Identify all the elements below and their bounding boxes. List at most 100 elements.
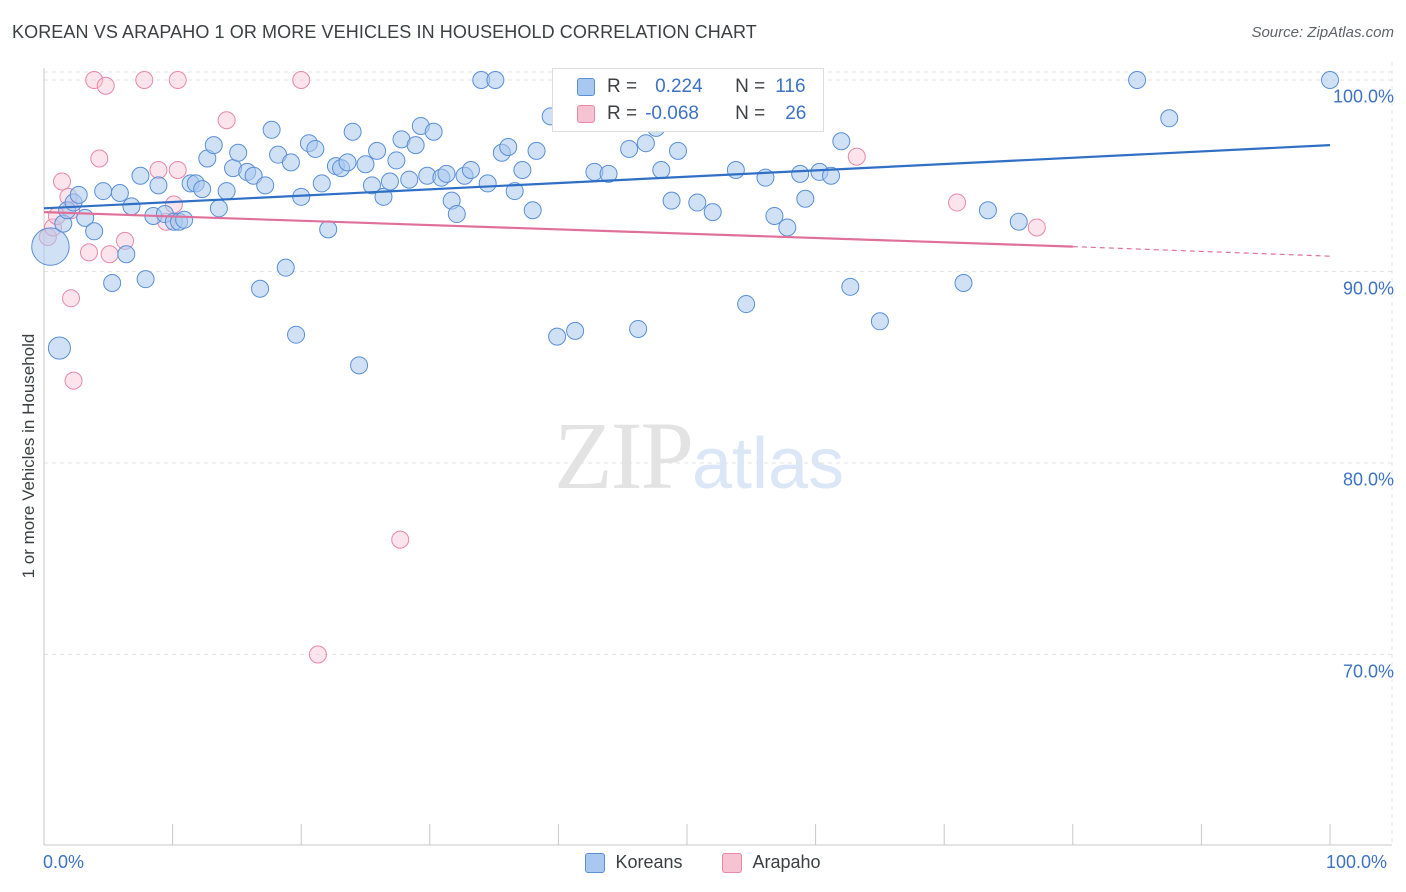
arapaho-point-7: [64, 371, 83, 390]
korean-point-106: [841, 277, 860, 296]
arapaho-point-6: [62, 289, 81, 308]
arapaho-point-8: [80, 243, 99, 262]
korean-point-74: [523, 201, 542, 220]
korean-point-110: [1009, 212, 1028, 231]
koreans-swatch: [577, 78, 595, 96]
korean-point-48: [350, 356, 369, 375]
korean-point-54: [387, 151, 406, 170]
arapaho-n-label: N =: [735, 103, 766, 124]
stats-row-koreans: R = 0.224 N = 116: [577, 74, 806, 100]
arapaho-point-20: [217, 111, 236, 130]
korean-point-53: [380, 172, 399, 191]
korean-point-102: [796, 189, 815, 208]
korean-point-105: [832, 132, 851, 151]
korean-point-23: [193, 180, 212, 199]
arapaho-point-19: [168, 71, 187, 89]
koreans-n-value: 116: [775, 76, 806, 97]
korean-point-96: [737, 295, 756, 314]
korean-point-47: [343, 122, 362, 141]
korean-point-100: [778, 218, 797, 237]
arapaho-n-value: 26: [785, 103, 807, 124]
arapaho-point-18: [168, 161, 187, 180]
arapaho-point-26: [1027, 218, 1046, 237]
korean-point-11: [117, 245, 136, 264]
korean-point-27: [217, 182, 236, 201]
korean-point-62: [437, 164, 456, 183]
korean-point-112: [1160, 109, 1179, 128]
korean-point-107: [870, 312, 889, 331]
korean-trend-line: [43, 144, 1331, 210]
data-points: [31, 71, 1339, 664]
korean-point-72: [505, 182, 524, 201]
arapaho-point-25: [948, 193, 967, 212]
korean-point-10: [110, 183, 129, 202]
korean-point-75: [527, 141, 546, 160]
x-tick-label-min: 0.0%: [43, 852, 85, 872]
korean-point-84: [599, 164, 618, 183]
korean-point-56: [400, 170, 419, 189]
y-tick-label-0: 100.0%: [1332, 86, 1394, 107]
korean-point-99: [765, 206, 784, 225]
y-tick-label-1: 90.0%: [1342, 278, 1394, 298]
y-tick-label-3: 70.0%: [1342, 661, 1394, 681]
korean-point-32: [251, 279, 270, 298]
arapaho-swatch: [577, 105, 595, 123]
korean-point-34: [262, 120, 281, 139]
watermark-zip: ZIP: [554, 402, 694, 509]
korean-point-38: [287, 325, 306, 344]
arapaho-point-21: [292, 71, 311, 89]
arapaho-point-11: [96, 76, 115, 95]
korean-point-89: [652, 161, 671, 180]
arapaho-point-14: [135, 71, 154, 89]
korean-point-5: [69, 185, 88, 204]
arapaho-point-12: [100, 245, 119, 264]
korean-point-9: [103, 273, 122, 292]
watermark-atlas: atlas: [692, 424, 845, 504]
korean-point-29: [229, 143, 248, 162]
korean-point-57: [406, 136, 425, 155]
koreans-n-label: N =: [735, 76, 766, 97]
korean-point-26: [209, 199, 228, 218]
korean-point-41: [306, 139, 325, 158]
legend-arapaho-swatch: [722, 852, 743, 873]
korean-point-13: [131, 166, 150, 185]
arapaho-r-value: -0.068: [645, 103, 699, 124]
korean-point-31: [244, 166, 263, 185]
korean-point-51: [368, 141, 387, 160]
korean-point-33: [256, 176, 275, 195]
arapaho-point-10: [90, 149, 109, 168]
korean-point-66: [461, 161, 480, 180]
korean-point-71: [499, 138, 518, 157]
korean-point-16: [149, 176, 168, 195]
legend-item-arapaho: Arapaho: [722, 852, 821, 873]
arapaho-point-23: [391, 530, 410, 549]
correlation-stats-box: R = 0.224 N = 116 R = -0.068 N = 26: [552, 68, 824, 132]
korean-point-37: [281, 153, 300, 172]
arapaho-trend-extension: [1072, 246, 1331, 257]
korean-point-1: [47, 336, 71, 360]
korean-point-7: [85, 222, 104, 241]
x-tick-label-max: 100.0%: [1326, 852, 1388, 872]
korean-point-86: [629, 319, 648, 338]
korean-point-93: [703, 203, 722, 222]
korean-point-46: [338, 153, 357, 172]
korean-point-104: [822, 166, 841, 185]
korean-point-43: [319, 220, 338, 239]
koreans-r-value: 0.224: [655, 76, 703, 97]
korean-point-8: [94, 182, 113, 201]
korean-point-113: [1321, 71, 1339, 89]
arapaho-point-24: [847, 147, 866, 166]
stats-row-arapaho: R = -0.068 N = 26: [577, 101, 806, 127]
arapaho-point-22: [308, 645, 327, 664]
chart-title: KOREAN VS ARAPAHO 1 OR MORE VEHICLES IN …: [12, 22, 757, 42]
korean-point-68: [478, 174, 497, 193]
y-tick-label-2: 80.0%: [1342, 469, 1394, 490]
korean-point-90: [662, 191, 681, 210]
koreans-r-label: R =: [607, 76, 638, 97]
korean-point-91: [668, 141, 687, 160]
korean-point-73: [513, 161, 532, 180]
arapaho-point-9: [85, 71, 104, 89]
legend-arapaho-label: Arapaho: [752, 852, 821, 872]
arapaho-point-3: [53, 172, 72, 191]
